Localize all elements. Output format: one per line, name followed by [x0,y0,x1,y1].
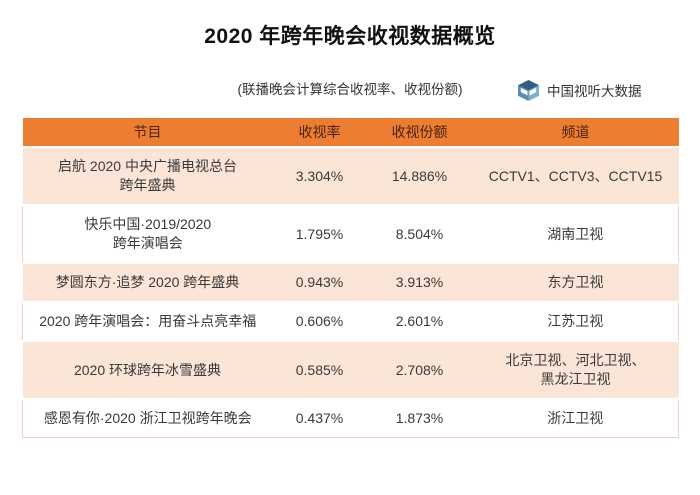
subtitle-row: (联播晚会计算综合收视率、收视份额) 中国视听大数据 [0,78,700,102]
page: 2020 年跨年晚会收视数据概览 (联播晚会计算综合收视率、收视份额) 中国视听… [0,20,700,495]
channel-cell: 东方卫视 [472,262,679,303]
program-cell: 2020 跨年演唱会：用奋斗点亮幸福 [22,301,273,342]
table-row: 2020 跨年演唱会：用奋斗点亮幸福 0.606% 2.601% 江苏卫视 [22,301,679,342]
rating-cell: 0.437% [272,398,367,438]
ratings-table: 节目 收视率 收视份额 频道 启航 2020 中央广播电视总台 跨年盛典 3.30… [22,118,679,438]
table-header-row: 节目 收视率 收视份额 频道 [22,118,679,147]
rating-cell: 3.304% [272,146,367,206]
program-cell: 2020 环球跨年冰雪盛典 [22,340,273,400]
rating-cell: 1.795% [272,204,367,264]
share-cell: 14.886% [366,146,473,206]
channel-cell: 江苏卫视 [472,301,679,342]
table-row: 梦圆东方·追梦 2020 跨年盛典 0.943% 3.913% 东方卫视 [22,262,679,303]
column-header-channel: 频道 [472,118,679,147]
channel-cell: 湖南卫视 [472,204,679,264]
table-row: 感恩有你·2020 浙江卫视跨年晚会 0.437% 1.873% 浙江卫视 [22,398,679,438]
channel-cell: 北京卫视、河北卫视、 黑龙江卫视 [472,340,679,400]
column-header-program: 节目 [22,118,273,147]
column-header-share: 收视份额 [366,118,473,147]
page-title: 2020 年跨年晚会收视数据概览 [204,25,496,48]
share-cell: 2.601% [366,301,473,342]
program-cell: 启航 2020 中央广播电视总台 跨年盛典 [22,146,273,206]
program-cell: 快乐中国·2019/2020 跨年演唱会 [22,204,273,264]
table-row: 启航 2020 中央广播电视总台 跨年盛典 3.304% 14.886% CCTV1、… [22,146,679,206]
column-header-rating: 收视率 [272,118,367,147]
table-row: 2020 环球跨年冰雪盛典 0.585% 2.708% 北京卫视、河北卫视、 黑龙江卫… [22,340,679,400]
channel-cell: CCTV1、CCTV3、CCTV15 [472,146,679,206]
share-cell: 3.913% [366,262,473,303]
rating-cell: 0.585% [272,340,367,400]
rating-cell: 0.606% [272,301,367,342]
program-cell: 梦圆东方·追梦 2020 跨年盛典 [22,262,273,303]
logo: 中国视听大数据 [511,78,642,102]
rating-cell: 0.943% [272,262,367,303]
share-cell: 2.708% [366,340,473,400]
cube-logo-icon [517,79,540,102]
channel-cell: 浙江卫视 [472,398,679,438]
table-row: 快乐中国·2019/2020 跨年演唱会 1.795% 8.504% 湖南卫视 [22,204,679,264]
logo-text: 中国视听大数据 [547,84,642,99]
page-subtitle: (联播晚会计算综合收视率、收视份额) [237,82,463,97]
share-cell: 8.504% [366,204,473,264]
share-cell: 1.873% [366,398,473,438]
table-body: 启航 2020 中央广播电视总台 跨年盛典 3.304% 14.886% CCTV1、… [22,146,679,438]
program-cell: 感恩有你·2020 浙江卫视跨年晚会 [22,398,273,438]
